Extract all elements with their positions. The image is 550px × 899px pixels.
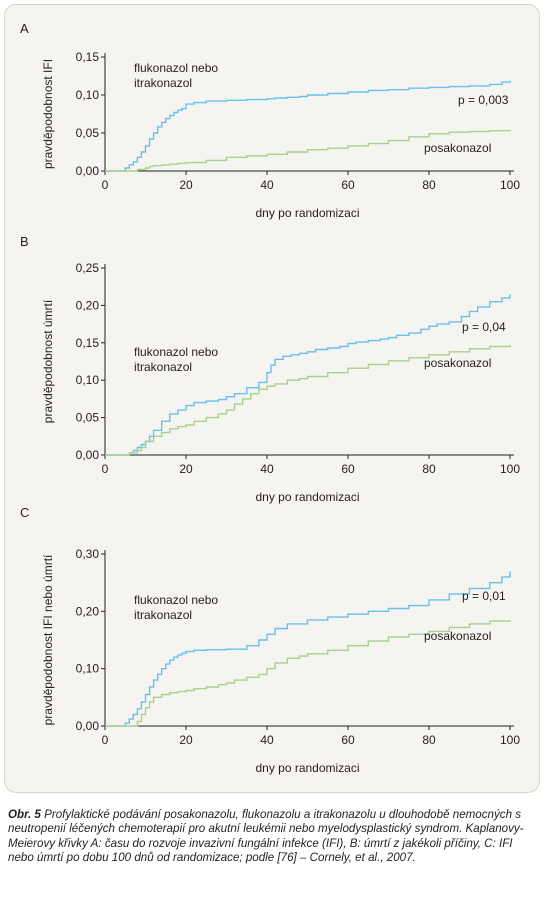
chart-panel-A: A 0,00 0,05 0,10 0,15 0 20 40 60 80 100 dny po rand… xyxy=(20,21,520,220)
y-tick-label: 0,10 xyxy=(76,662,100,676)
y-tick-label: 0,15 xyxy=(76,336,100,350)
x-tick-label: 40 xyxy=(260,178,274,192)
x-tick-label: 40 xyxy=(260,733,274,747)
x-tick-label: 40 xyxy=(260,462,274,476)
series-line-flukonazol xyxy=(105,294,511,456)
x-tick-label: 0 xyxy=(102,733,109,747)
y-tick-label: 0,05 xyxy=(76,411,100,425)
series-label-posakonazol: posakonazol xyxy=(424,356,491,370)
p-value-annotation: p = 0,003 xyxy=(458,93,509,107)
figure-caption: Obr. 5 Profylaktické podávání posakonazo… xyxy=(8,808,538,866)
y-tick-label: 0,00 xyxy=(76,164,100,178)
y-axis-label: pravděpodobnost IFI nebo úmrtí xyxy=(41,554,55,725)
y-axis-label: pravděpodobnost úmrtí xyxy=(41,299,55,423)
series-line-flukonazol xyxy=(105,571,511,727)
x-tick-label: 100 xyxy=(500,178,520,192)
x-tick-label: 100 xyxy=(500,733,520,747)
y-tick-label: 0,15 xyxy=(76,50,100,64)
series-label-flukonazol: itrakonazol xyxy=(134,608,192,622)
x-tick-label: 60 xyxy=(341,462,355,476)
y-tick-label: 0,00 xyxy=(76,719,100,733)
x-axis-label: dny po randomizaci xyxy=(255,761,359,775)
x-tick-label: 20 xyxy=(179,178,193,192)
series-label-flukonazol: flukonazol nebo xyxy=(134,345,218,359)
y-tick-label: 0,25 xyxy=(76,261,100,275)
x-tick-label: 100 xyxy=(500,462,520,476)
y-tick-label: 0,10 xyxy=(76,88,100,102)
x-tick-label: 80 xyxy=(422,178,436,192)
series-line-posakonazol xyxy=(105,345,511,456)
series-label-posakonazol: posakonazol xyxy=(424,629,491,643)
p-value-annotation: p = 0,04 xyxy=(462,320,506,334)
x-tick-label: 80 xyxy=(422,733,436,747)
x-tick-label: 0 xyxy=(102,178,109,192)
series-line-flukonazol xyxy=(105,80,511,172)
chart-panel-C: C 0,00 0,10 0,20 0,30 0 20 40 60 80 100 dny po rand… xyxy=(20,505,520,775)
y-tick-label: 0,20 xyxy=(76,298,100,312)
y-axis-label: pravděpodobnost IFI xyxy=(41,59,55,169)
panel-letter: B xyxy=(20,234,29,249)
series-label-posakonazol: posakonazol xyxy=(424,141,491,155)
series-label-flukonazol: flukonazol nebo xyxy=(134,593,218,607)
x-tick-label: 60 xyxy=(341,733,355,747)
y-tick-label: 0,05 xyxy=(76,126,100,140)
x-tick-label: 0 xyxy=(102,462,109,476)
p-value-annotation: p = 0,01 xyxy=(462,589,506,603)
x-axis-label: dny po randomizaci xyxy=(255,490,359,504)
panel-letter: A xyxy=(20,21,29,36)
x-tick-label: 20 xyxy=(179,462,193,476)
chart-panel-B: B 0,00 0,05 0,10 0,15 0,20 0,25 0 20 40 60 80 100 dny… xyxy=(20,234,520,504)
x-tick-label: 60 xyxy=(341,178,355,192)
y-tick-label: 0,00 xyxy=(76,448,100,462)
series-label-flukonazol: itrakonazol xyxy=(134,76,192,90)
x-tick-label: 20 xyxy=(179,733,193,747)
series-label-flukonazol: itrakonazol xyxy=(134,360,192,374)
y-tick-label: 0,10 xyxy=(76,373,100,387)
y-tick-label: 0,20 xyxy=(76,604,100,618)
series-line-posakonazol xyxy=(105,619,511,727)
series-line-posakonazol xyxy=(105,130,511,172)
caption-text: Profylaktické podávání posakonazolu, flu… xyxy=(8,808,524,865)
km-charts: A 0,00 0,05 0,10 0,15 0 20 40 60 80 100 dny po rand… xyxy=(20,21,520,775)
series-label-flukonazol: flukonazol nebo xyxy=(134,61,218,75)
caption-label: Obr. 5 xyxy=(8,808,41,821)
y-tick-label: 0,30 xyxy=(76,547,100,561)
x-axis-label: dny po randomizaci xyxy=(255,206,359,220)
figure-panel xyxy=(4,4,540,793)
x-tick-label: 80 xyxy=(422,462,436,476)
panel-letter: C xyxy=(20,505,29,520)
